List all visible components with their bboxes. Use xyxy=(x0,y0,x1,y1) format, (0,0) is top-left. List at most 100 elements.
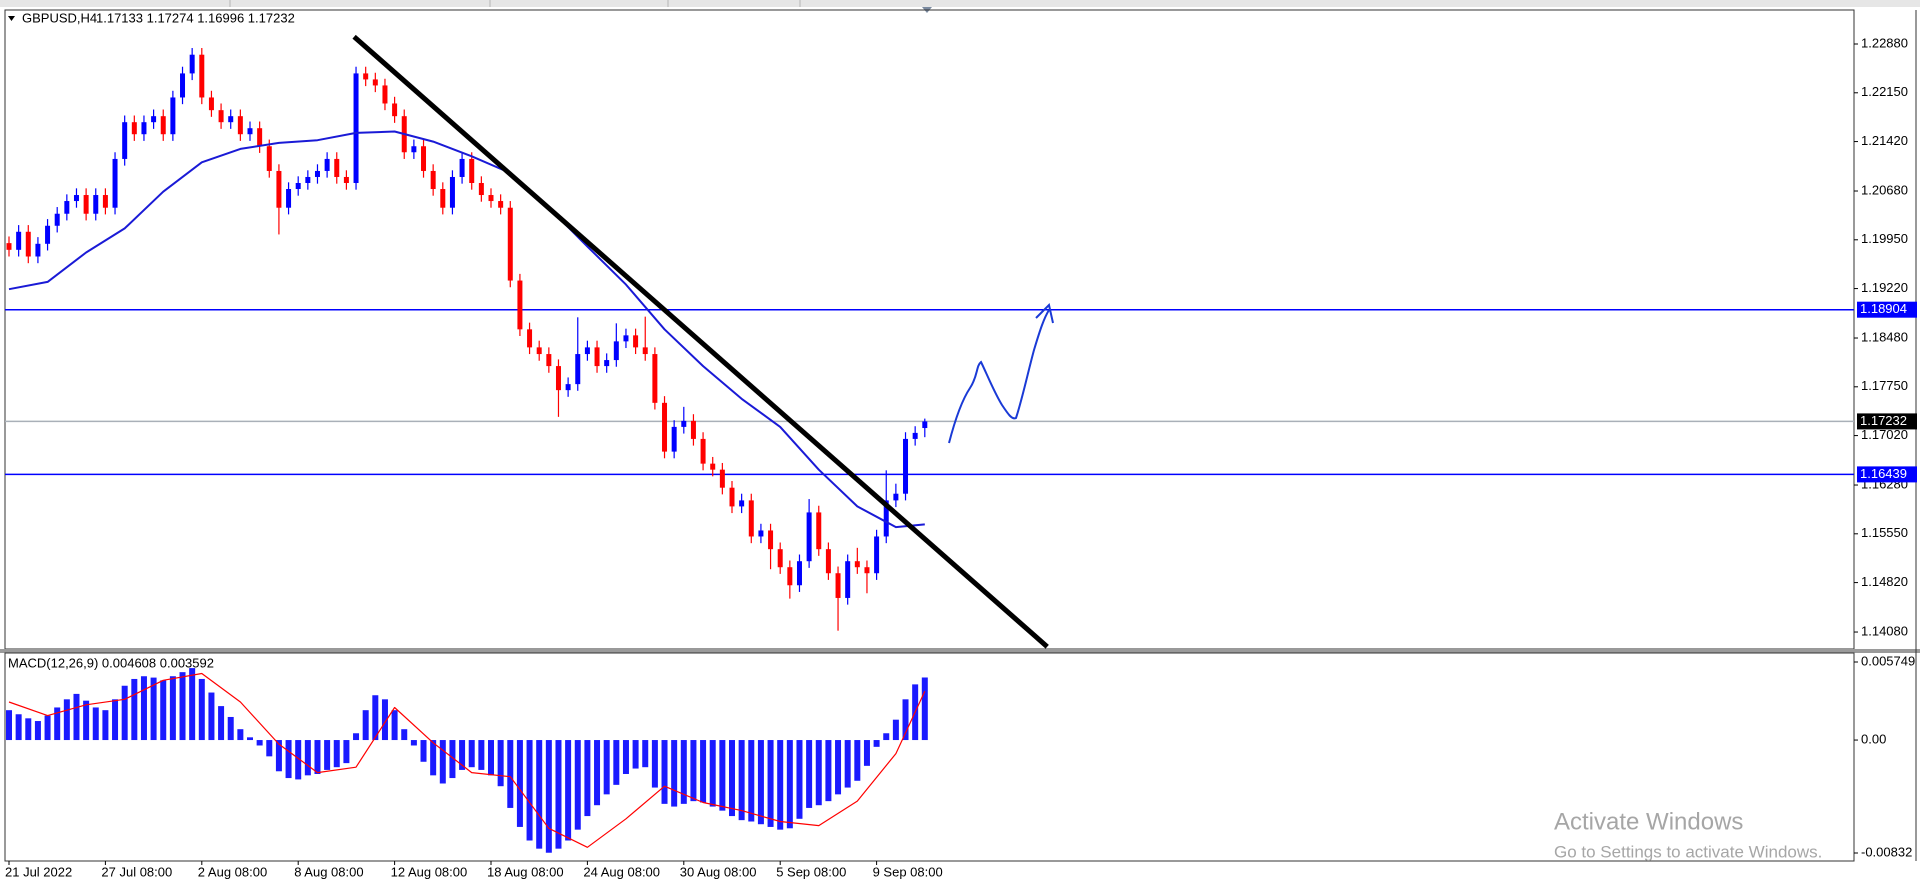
y-tick-label: 1.17020 xyxy=(1861,427,1908,442)
macd-bar xyxy=(796,740,803,819)
macd-bar xyxy=(73,693,80,741)
x-tick-label: 24 Aug 08:00 xyxy=(583,864,660,879)
candle-body xyxy=(594,347,600,367)
candle-body xyxy=(305,176,311,183)
marks: 1.22880 1.22150 1.21420 1.20680 1.19950 1.192… xyxy=(5,34,1917,879)
macd-bar xyxy=(304,740,311,776)
macd-bar xyxy=(478,740,485,770)
macd-bar xyxy=(198,678,205,741)
macd-bar xyxy=(410,740,417,746)
candle-body xyxy=(170,97,176,135)
candle-body xyxy=(218,110,224,123)
y-tick-label: 1.19220 xyxy=(1861,280,1908,295)
macd-bar xyxy=(439,740,446,784)
candle-body xyxy=(874,536,880,574)
macd-bar xyxy=(256,740,263,746)
macd-bar xyxy=(189,668,196,741)
macd-bar xyxy=(613,740,620,785)
macd-bar xyxy=(372,695,379,741)
macd-bar xyxy=(863,740,870,766)
quote: 1.17133 1.17274 1.16996 1.17232 xyxy=(96,10,295,25)
candle-body xyxy=(719,469,725,488)
macd-bar xyxy=(314,740,321,774)
macd-bar xyxy=(15,714,22,741)
candle-body xyxy=(604,360,610,367)
macd-bar xyxy=(237,729,244,741)
candle-body xyxy=(787,567,793,586)
macd-bar xyxy=(892,719,899,741)
macd-bar xyxy=(700,740,707,803)
candle-body xyxy=(324,158,330,171)
macd-bar xyxy=(748,740,755,822)
macd-bar xyxy=(54,707,61,741)
candle-body xyxy=(488,195,494,202)
candle-body xyxy=(237,116,243,135)
macd-bar xyxy=(526,740,533,841)
macd-bar xyxy=(112,699,119,741)
candle-body xyxy=(527,329,533,348)
macd-bar xyxy=(709,740,716,807)
macd-bar xyxy=(169,676,176,741)
candle-body xyxy=(449,176,455,208)
watermark-subtitle: Go to Settings to activate Windows. xyxy=(1554,842,1822,861)
macd-bar xyxy=(381,699,388,741)
candle-body xyxy=(372,79,378,86)
macd-bar xyxy=(468,740,475,768)
macd-bar xyxy=(150,677,157,741)
macd-bar xyxy=(632,740,639,769)
macd-bar xyxy=(391,710,398,741)
signal-line xyxy=(8,672,926,848)
macd-bar xyxy=(835,740,842,795)
macd-bar xyxy=(806,740,813,808)
x-tick-label: 27 Jul 08:00 xyxy=(101,864,172,879)
macd-bar xyxy=(921,677,928,741)
candle-body xyxy=(266,146,272,171)
x-tick-label: 30 Aug 08:00 xyxy=(680,864,757,879)
x-tick-label: 12 Aug 08:00 xyxy=(391,864,468,879)
candle-body xyxy=(73,195,79,202)
y-tick-label: 1.20680 xyxy=(1861,182,1908,197)
macd-bar xyxy=(680,740,687,804)
candle-body xyxy=(633,335,639,348)
macd-bar xyxy=(362,710,369,741)
macd-bar xyxy=(516,740,523,827)
candle-body xyxy=(816,512,822,550)
y-tick-label: 1.19950 xyxy=(1861,231,1908,246)
candle-body xyxy=(54,213,60,226)
candle-body xyxy=(189,54,195,74)
candle-body xyxy=(710,463,716,470)
x-tick-label: 21 Jul 2022 xyxy=(5,864,72,879)
macd-bar xyxy=(25,718,32,741)
candle-body xyxy=(459,158,465,177)
candle-body xyxy=(35,243,41,257)
price-level-label: 1.18904 xyxy=(1860,301,1907,316)
macd-bar xyxy=(459,740,466,770)
macd-bar xyxy=(574,740,581,830)
candle-body xyxy=(748,500,754,537)
macd-bar xyxy=(536,740,543,849)
symbol-title: GBPUSD,H4 xyxy=(22,10,97,25)
y-tick-label: 0.00 xyxy=(1861,731,1886,746)
y-tick-label: 1.22880 xyxy=(1861,35,1908,50)
candle-body xyxy=(343,176,349,183)
candle-body xyxy=(584,347,590,355)
hand-drawn-arrow xyxy=(948,309,1050,444)
candle-body xyxy=(228,116,234,123)
candle-body xyxy=(546,354,552,367)
candle-body xyxy=(45,225,51,244)
x-tick-label: 8 Aug 08:00 xyxy=(294,864,363,879)
candle-body xyxy=(247,128,253,135)
y-tick-label: 1.14820 xyxy=(1861,574,1908,589)
macd-bar xyxy=(218,706,225,741)
x-tick-label: 18 Aug 08:00 xyxy=(487,864,564,879)
candle-body xyxy=(64,201,70,214)
tab-strip xyxy=(0,0,1920,7)
macd-bar xyxy=(594,740,601,806)
candle-body xyxy=(796,561,802,586)
price-level-box xyxy=(1857,413,1917,430)
candle-body xyxy=(112,158,118,208)
candle-body xyxy=(131,122,137,135)
panel-separator xyxy=(0,649,1920,653)
macd-bar xyxy=(353,733,360,741)
macd-bar xyxy=(719,740,726,811)
